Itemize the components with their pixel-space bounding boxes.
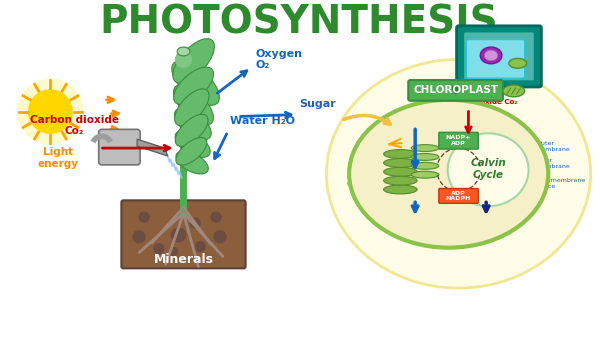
Text: Outer
Membrane: Outer Membrane: [536, 141, 570, 151]
Ellipse shape: [484, 50, 498, 61]
Circle shape: [190, 218, 200, 228]
Ellipse shape: [411, 154, 439, 160]
Text: NADP+
ADP: NADP+ ADP: [446, 135, 471, 146]
FancyBboxPatch shape: [466, 40, 524, 78]
Ellipse shape: [173, 39, 214, 83]
Text: Grana
(Stack of Thylakoid): Grana (Stack of Thylakoid): [347, 175, 410, 186]
Ellipse shape: [173, 85, 214, 125]
FancyBboxPatch shape: [463, 32, 535, 81]
Ellipse shape: [480, 47, 502, 64]
Ellipse shape: [383, 167, 417, 176]
Ellipse shape: [176, 138, 207, 165]
FancyBboxPatch shape: [457, 26, 541, 87]
Ellipse shape: [175, 114, 208, 146]
Ellipse shape: [383, 150, 417, 158]
Text: CHLOROPLAST: CHLOROPLAST: [413, 85, 498, 95]
Ellipse shape: [173, 67, 214, 105]
Ellipse shape: [411, 162, 439, 169]
Ellipse shape: [411, 144, 439, 151]
Text: ADP
NADPH: ADP NADPH: [446, 191, 471, 201]
Text: Oxygen
O₂: Oxygen O₂: [256, 49, 302, 70]
Text: Carbon dioxide
Co₂: Carbon dioxide Co₂: [29, 115, 119, 136]
Circle shape: [170, 248, 178, 256]
Ellipse shape: [383, 185, 417, 194]
Text: Stroma: Stroma: [366, 199, 391, 205]
Text: PHOTOSYNTHESIS: PHOTOSYNTHESIS: [100, 4, 498, 42]
Ellipse shape: [326, 60, 590, 288]
Ellipse shape: [172, 61, 220, 105]
Text: Inner
Membrane: Inner Membrane: [536, 159, 570, 169]
Ellipse shape: [349, 100, 548, 248]
Circle shape: [211, 212, 221, 222]
Ellipse shape: [411, 171, 439, 178]
Circle shape: [133, 231, 145, 243]
Ellipse shape: [509, 58, 527, 68]
Circle shape: [176, 52, 191, 67]
Ellipse shape: [175, 89, 209, 126]
Polygon shape: [137, 139, 168, 156]
Text: Calvin
Cycle: Calvin Cycle: [470, 158, 506, 180]
Circle shape: [154, 244, 164, 254]
Text: Thylakoid: Thylakoid: [362, 161, 395, 167]
Text: Carbon
Dioxide Co₂: Carbon Dioxide Co₂: [472, 92, 518, 105]
Circle shape: [214, 231, 226, 243]
Ellipse shape: [176, 151, 208, 174]
FancyBboxPatch shape: [439, 188, 478, 203]
Text: Sugar
CH₂O: Sugar CH₂O: [473, 223, 499, 242]
Ellipse shape: [503, 85, 524, 97]
Circle shape: [29, 90, 72, 133]
Circle shape: [196, 242, 205, 252]
Ellipse shape: [177, 47, 190, 56]
Circle shape: [18, 79, 83, 144]
FancyBboxPatch shape: [99, 129, 140, 165]
Ellipse shape: [383, 176, 417, 185]
Text: Oxygen
O₂: Oxygen O₂: [399, 223, 431, 242]
Ellipse shape: [383, 158, 417, 167]
Text: Water H₂O: Water H₂O: [230, 117, 295, 126]
FancyBboxPatch shape: [439, 132, 478, 149]
Text: Water H₂O: Water H₂O: [392, 111, 437, 121]
Text: Minerals: Minerals: [154, 253, 214, 266]
FancyBboxPatch shape: [121, 200, 245, 268]
Text: Intermembrane
Space: Intermembrane Space: [536, 178, 586, 189]
FancyBboxPatch shape: [408, 80, 503, 101]
Ellipse shape: [175, 131, 210, 157]
Ellipse shape: [448, 133, 529, 206]
Ellipse shape: [175, 108, 211, 140]
Circle shape: [172, 228, 185, 242]
Text: Light
energy: Light energy: [38, 147, 79, 169]
Circle shape: [139, 212, 149, 222]
Text: Light
energy: Light energy: [365, 140, 392, 152]
Text: Sugar: Sugar: [299, 99, 335, 109]
